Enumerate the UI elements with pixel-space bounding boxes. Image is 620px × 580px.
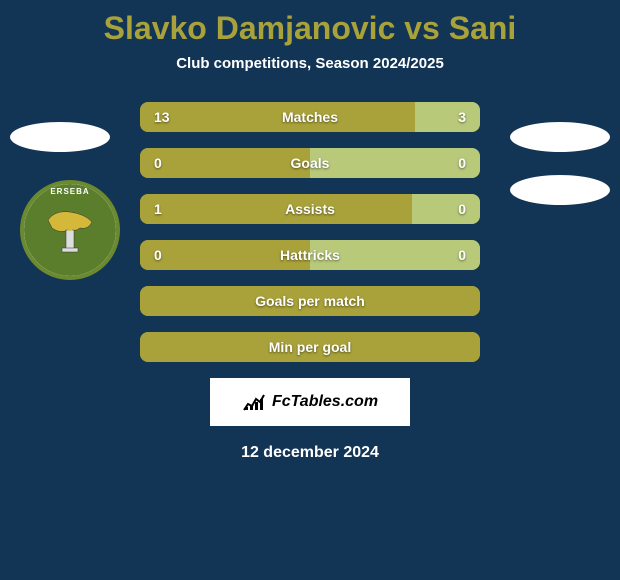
club-badge-left: ERSEBA bbox=[20, 180, 120, 280]
stat-row-goals: 0 Goals 0 bbox=[140, 148, 480, 178]
stat-row-assists: 1 Assists 0 bbox=[140, 194, 480, 224]
avatar-placeholder-left-1 bbox=[10, 122, 110, 152]
stat-bar-right bbox=[310, 148, 480, 178]
stat-label: Matches bbox=[282, 109, 338, 125]
fctables-logo: FcTables.com bbox=[210, 378, 410, 426]
stat-bar-left bbox=[140, 102, 415, 132]
stat-bar-right bbox=[415, 102, 480, 132]
stat-label: Assists bbox=[285, 201, 335, 217]
badge-text: ERSEBA bbox=[50, 187, 89, 196]
date-text: 12 december 2024 bbox=[0, 444, 620, 462]
stat-left-value: 1 bbox=[154, 201, 162, 217]
stat-bar-right bbox=[412, 194, 480, 224]
subtitle: Club competitions, Season 2024/2025 bbox=[0, 55, 620, 72]
stat-right-value: 0 bbox=[458, 201, 466, 217]
stat-left-value: 0 bbox=[154, 247, 162, 263]
comparison-card: Slavko Damjanovic vs Sani Club competiti… bbox=[0, 0, 620, 580]
stats-container: 13 Matches 3 0 Goals 0 1 Assists 0 0 Hat… bbox=[140, 102, 480, 362]
logo-text: FcTables.com bbox=[272, 393, 378, 411]
badge-emblem-icon bbox=[40, 200, 100, 260]
badge-inner: ERSEBA bbox=[24, 184, 116, 276]
stat-row-matches: 13 Matches 3 bbox=[140, 102, 480, 132]
stat-right-value: 0 bbox=[458, 247, 466, 263]
stat-label: Hattricks bbox=[280, 247, 340, 263]
stat-bar-left bbox=[140, 148, 310, 178]
stat-left-value: 0 bbox=[154, 155, 162, 171]
stat-left-value: 13 bbox=[154, 109, 170, 125]
avatar-placeholder-right-2 bbox=[510, 175, 610, 205]
stat-right-value: 0 bbox=[458, 155, 466, 171]
page-title: Slavko Damjanovic vs Sani bbox=[0, 10, 620, 47]
stat-row-hattricks: 0 Hattricks 0 bbox=[140, 240, 480, 270]
stat-right-value: 3 bbox=[458, 109, 466, 125]
avatar-placeholder-right-1 bbox=[510, 122, 610, 152]
stat-row-min-per-goal: Min per goal bbox=[140, 332, 480, 362]
stat-label: Goals bbox=[291, 155, 330, 171]
logo-chart-icon bbox=[242, 392, 266, 412]
stat-label: Min per goal bbox=[269, 339, 351, 355]
stat-row-goals-per-match: Goals per match bbox=[140, 286, 480, 316]
stat-label: Goals per match bbox=[255, 293, 365, 309]
stat-bar-left bbox=[140, 194, 412, 224]
